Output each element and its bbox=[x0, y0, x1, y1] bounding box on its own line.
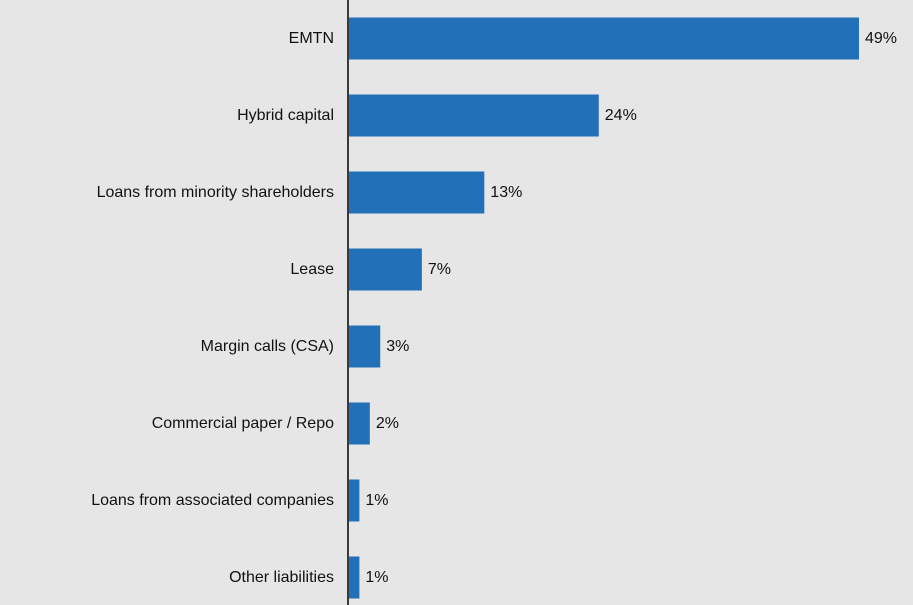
category-label-0: EMTN bbox=[289, 30, 334, 47]
value-label-6: 1% bbox=[365, 492, 388, 509]
value-label-7: 1% bbox=[365, 569, 388, 586]
category-labels-group: EMTN Hybrid capital Loans from minority sh… bbox=[91, 30, 334, 586]
value-label-3: 7% bbox=[428, 261, 451, 278]
category-label-2: Loans from minority shareholders bbox=[97, 184, 334, 201]
value-label-5: 2% bbox=[376, 415, 399, 432]
bar-5 bbox=[349, 402, 370, 445]
bars-group bbox=[349, 17, 859, 599]
bar-3 bbox=[349, 248, 422, 291]
bar-1 bbox=[349, 94, 599, 137]
category-label-4: Margin calls (CSA) bbox=[201, 338, 334, 355]
category-label-6: Loans from associated companies bbox=[91, 492, 334, 509]
category-label-1: Hybrid capital bbox=[237, 107, 334, 124]
bar-4 bbox=[349, 325, 381, 368]
bar-6 bbox=[349, 479, 360, 522]
bar-7 bbox=[349, 556, 360, 599]
bar-0 bbox=[349, 17, 859, 60]
value-label-4: 3% bbox=[386, 338, 409, 355]
category-label-3: Lease bbox=[290, 261, 334, 278]
category-label-5: Commercial paper / Repo bbox=[152, 415, 334, 432]
value-label-1: 24% bbox=[605, 107, 637, 124]
value-labels-group: 49% 24% 13% 7% 3% 2% 1% 1% bbox=[365, 30, 897, 586]
value-label-2: 13% bbox=[490, 184, 522, 201]
value-label-0: 49% bbox=[865, 30, 897, 47]
category-label-7: Other liabilities bbox=[229, 569, 334, 586]
bar-2 bbox=[349, 171, 485, 214]
